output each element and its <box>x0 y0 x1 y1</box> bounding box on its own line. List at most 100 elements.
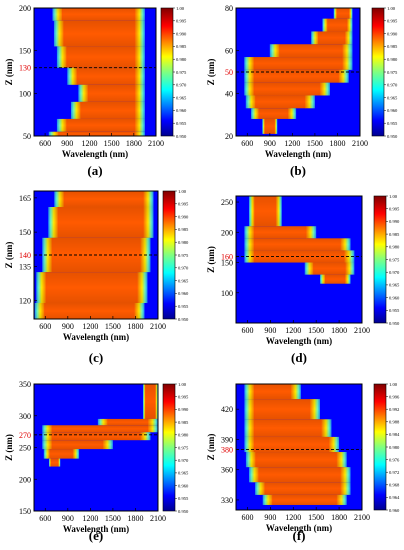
x-tick-label: 1800 <box>331 326 347 335</box>
colorbar-tick-label: 0.985 <box>389 232 400 237</box>
heatmap-cell-shade <box>42 425 159 433</box>
colorbar-tick-label: 0.988 <box>389 420 400 425</box>
colorbar <box>160 7 174 137</box>
x-tick-label: 1200 <box>284 139 300 148</box>
y-tick-label: 150 <box>19 228 31 237</box>
colorbar <box>373 383 387 511</box>
x-tick-label: 1800 <box>329 139 345 148</box>
heatmap-cell-shade <box>244 238 351 251</box>
colorbar <box>162 190 176 320</box>
heatmap-cell-shade <box>54 191 154 207</box>
heatmap-cell-shade <box>245 452 347 468</box>
x-tick-label: 1200 <box>82 514 98 523</box>
x-tick-label: 1500 <box>105 322 121 331</box>
heatmap-cell-shade <box>42 432 151 441</box>
heatmap-cell-shade <box>48 131 145 136</box>
x-axis-title: Wavelength (nm) <box>266 336 332 346</box>
panels-root: 600 900 1200 1500 1800 2100 50 100 130 150 200 Wave… <box>4 4 400 543</box>
x-tick-label: 1200 <box>285 326 301 335</box>
y-tick-label: 100 <box>19 89 31 98</box>
colorbar-tick-label: 0.970 <box>178 266 189 271</box>
heatmap-cell-shade <box>244 384 301 400</box>
colorbar-tick-label: 0.960 <box>178 291 189 296</box>
x-tick-label: 2100 <box>352 139 368 148</box>
y-tick-label: 330 <box>221 496 233 505</box>
colorbar-tick-label: 0.955 <box>389 308 400 313</box>
colorbar-tick-label: 0.970 <box>389 270 400 275</box>
heatmap-cell-shade <box>244 226 317 239</box>
x-axis-title: Wavelength (nm) <box>266 523 332 533</box>
colorbar-tick-label: 0.990 <box>178 407 189 412</box>
x-tick-label: 2100 <box>354 326 370 335</box>
heatmap-cell-shade <box>269 44 353 58</box>
colorbar-tick-label: 0.985 <box>178 420 189 425</box>
y-tick-label: 60 <box>225 47 233 56</box>
heatmap-cell-shade <box>244 399 320 420</box>
heatmap-cell-shade <box>49 458 61 467</box>
colorbar-tick-label: 0.950 <box>178 317 189 322</box>
y-tick-label: 150 <box>19 507 31 516</box>
y-tick-label-highlight: 380 <box>221 446 233 455</box>
x-tick-label: 2100 <box>148 139 164 148</box>
heatmap-cell-shade <box>78 84 145 102</box>
y-tick-label: 120 <box>19 297 31 306</box>
colorbar-tick-label: 0.985 <box>387 44 398 49</box>
colorbar-tick-label: 0.970 <box>178 458 189 463</box>
colorbar-tick-label: 1.00 <box>387 6 396 11</box>
colorbar-tick-label: 0.975 <box>178 253 189 258</box>
colorbar-tick-label: 0.992 <box>389 407 400 412</box>
colorbar-tick-label: 0.960 <box>176 108 187 113</box>
heatmap-cell-shade <box>43 449 80 459</box>
colorbar-tick-label: 0.985 <box>178 227 189 232</box>
colorbar-tick-label: 0.950 <box>387 134 398 139</box>
heatmap-cell-shade <box>333 8 353 19</box>
y-tick-label: 390 <box>221 435 233 444</box>
y-axis-title: Z (nm) <box>206 434 216 461</box>
x-tick-label: 1200 <box>285 513 301 522</box>
heatmap-cell-shade <box>34 303 145 319</box>
panel-label: (a) <box>87 163 102 178</box>
colorbar-tick-label: 0.965 <box>178 471 189 476</box>
colorbar <box>373 195 387 324</box>
colorbar-tick-label: 0.965 <box>176 95 187 100</box>
y-tick-label: 150 <box>19 47 31 56</box>
heatmap-cell-shade <box>322 18 353 32</box>
y-tick-label: 150 <box>221 259 233 268</box>
plot-frame <box>235 383 363 511</box>
y-tick-label: 200 <box>19 475 31 484</box>
colorbar-tick-label: 0.960 <box>178 483 189 488</box>
x-axis-title: Wavelength (nm) <box>62 149 128 159</box>
x-tick-label: 1200 <box>82 322 98 331</box>
heatmap-cell-shade <box>304 262 355 275</box>
x-tick-label: 2100 <box>150 322 166 331</box>
x-tick-label: 1500 <box>308 326 324 335</box>
y-tick-label-highlight: 160 <box>221 252 233 261</box>
colorbar-tick-label: 0.995 <box>389 207 400 212</box>
heatmap-cell-shade <box>244 436 340 453</box>
heatmap-cell-shade <box>142 384 158 419</box>
x-axis-title: Wavelength (nm) <box>63 524 129 534</box>
panel-a: 600 900 1200 1500 1800 2100 50 100 130 150 200 Wave… <box>4 4 187 178</box>
heatmap-cell-shade <box>97 418 158 426</box>
y-tick-label-highlight: 270 <box>19 431 31 440</box>
y-tick-label: 250 <box>221 198 233 207</box>
x-tick-label: 2100 <box>150 514 166 523</box>
heatmap-cell-shade <box>244 250 355 263</box>
colorbar-tick-label: 0.990 <box>387 31 398 36</box>
x-tick-label: 600 <box>39 322 51 331</box>
colorbar-tick-label: 1.00 <box>389 382 398 387</box>
colorbar-tick-label: 0.965 <box>178 278 189 283</box>
y-axis-title: Z (nm) <box>4 59 14 86</box>
y-axis-title: Z (nm) <box>4 434 14 461</box>
colorbar-tick-label: 1.00 <box>178 189 187 194</box>
heatmap-cell-shade <box>244 82 330 96</box>
heatmap-cell-shade <box>255 482 351 495</box>
heatmap-cell-shade <box>248 196 282 227</box>
x-tick-label: 2100 <box>354 513 370 522</box>
colorbar-tick-label: 0.990 <box>389 219 400 224</box>
colorbar-tick-label: 1.00 <box>176 6 185 11</box>
y-tick-label: 300 <box>19 412 31 421</box>
heatmap-cell-shade <box>53 20 145 47</box>
y-tick-label: 40 <box>225 89 233 98</box>
